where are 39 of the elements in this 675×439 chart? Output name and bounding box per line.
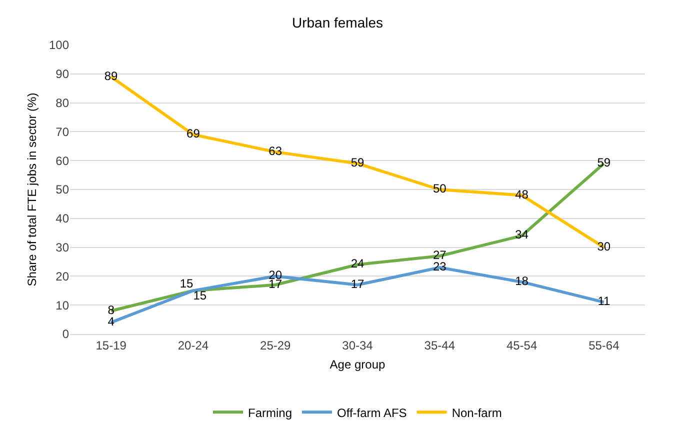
x-tick-label: 20-24 bbox=[178, 338, 209, 352]
data-label: 24 bbox=[350, 256, 364, 271]
data-label: 63 bbox=[268, 144, 282, 158]
y-tick-label: 10 bbox=[56, 298, 70, 312]
y-tick-label: 40 bbox=[56, 212, 70, 226]
data-label: 4 bbox=[108, 314, 115, 328]
y-tick-label: 50 bbox=[56, 182, 70, 197]
data-label: 15 bbox=[180, 276, 194, 291]
y-tick-label: 0 bbox=[62, 327, 70, 342]
data-label: 18 bbox=[515, 274, 529, 288]
x-tick-label: 55-64 bbox=[588, 338, 620, 352]
data-label: 15 bbox=[193, 288, 207, 303]
x-tick-label: 35-44 bbox=[424, 338, 456, 352]
x-axis-title: Age group bbox=[330, 357, 386, 372]
y-tick-label: 70 bbox=[56, 124, 70, 139]
x-tick-label: 45-54 bbox=[506, 338, 538, 352]
data-label: 59 bbox=[350, 155, 364, 170]
data-label: 8 bbox=[108, 302, 115, 317]
y-tick-label: 90 bbox=[56, 67, 70, 82]
y-tick-label: 80 bbox=[56, 96, 70, 110]
data-label: 11 bbox=[598, 294, 610, 308]
x-tick-label: 30-34 bbox=[342, 338, 374, 352]
data-label: 23 bbox=[432, 260, 447, 274]
chart-title: Urban females bbox=[292, 14, 384, 30]
legend-label: Farming bbox=[248, 406, 292, 420]
x-tick-label: 25-29 bbox=[260, 338, 292, 352]
data-label: 17 bbox=[350, 276, 364, 291]
x-tick-label: 15-19 bbox=[96, 338, 127, 352]
y-axis-title: Share of total FTE jobs in sector (%) bbox=[25, 92, 39, 286]
y-tick-label: 60 bbox=[56, 154, 70, 168]
data-label: 59 bbox=[597, 155, 611, 170]
legend-label: Off-farm AFS bbox=[337, 406, 407, 420]
y-tick-label: 20 bbox=[56, 269, 70, 284]
data-label: 27 bbox=[432, 248, 447, 262]
data-label: 89 bbox=[104, 68, 118, 83]
data-label: 30 bbox=[597, 239, 611, 254]
legend-label: Non-farm bbox=[452, 406, 502, 420]
y-tick-label: 100 bbox=[48, 38, 70, 52]
y-tick-label: 30 bbox=[56, 240, 70, 254]
